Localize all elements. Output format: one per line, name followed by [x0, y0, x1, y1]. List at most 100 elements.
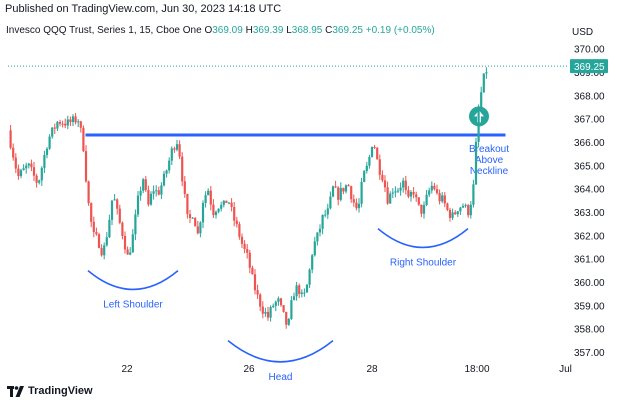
- time-tick-label: 28: [366, 364, 378, 375]
- price-tick-label: 367.00: [574, 115, 605, 126]
- candle-body: [69, 119, 72, 123]
- legend-row: Invesco QQQ Trust, Series 1, 15, Cboe On…: [6, 25, 435, 36]
- candle-body: [425, 194, 428, 205]
- candle-body: [71, 116, 75, 123]
- candle-body: [233, 206, 236, 221]
- candle-body: [402, 180, 405, 188]
- candle-body: [45, 148, 49, 156]
- legend-open-label: O: [204, 25, 212, 36]
- candle-body: [290, 300, 293, 319]
- candle-body: [482, 73, 485, 93]
- candle-body: [87, 181, 90, 204]
- candle-body: [17, 168, 20, 177]
- candle-body: [118, 208, 121, 223]
- candle-body: [131, 234, 134, 253]
- legend-instrument: Invesco QQQ Trust, Series 1, 15, Cboe On…: [6, 25, 204, 36]
- candle-body: [430, 185, 433, 191]
- candle-body: [217, 208, 220, 212]
- candle-body: [417, 197, 420, 205]
- candle-body: [79, 121, 82, 128]
- candle-body: [90, 203, 93, 222]
- candle-body: [331, 186, 335, 197]
- candle-body: [35, 175, 38, 183]
- time-tick-label: 18:00: [464, 364, 489, 375]
- candle-body: [261, 306, 264, 314]
- candle-body: [181, 156, 184, 182]
- candle-body: [56, 121, 59, 129]
- candle-body: [155, 190, 158, 192]
- candle-body: [300, 292, 303, 294]
- candle-body: [253, 274, 257, 291]
- candle-body: [279, 298, 283, 306]
- candle-body: [82, 127, 85, 152]
- price-tick-label: 368.00: [574, 91, 605, 102]
- candle-body: [186, 193, 189, 215]
- pattern-label: Right Shoulder: [390, 257, 457, 268]
- candle-body: [318, 228, 322, 233]
- legend-high: 369.39: [253, 25, 286, 36]
- candle-body: [162, 173, 166, 186]
- candle-body: [381, 174, 384, 181]
- candle-body: [152, 191, 155, 194]
- candle-body: [378, 159, 381, 175]
- candle-body: [22, 168, 25, 171]
- candle-body: [277, 298, 280, 302]
- candle-body: [469, 204, 472, 216]
- candle-body: [191, 217, 194, 219]
- candle-body: [324, 214, 327, 216]
- candle-body: [43, 155, 46, 168]
- candle-body: [316, 232, 319, 242]
- candle-body: [404, 180, 407, 191]
- candle-body: [368, 157, 371, 166]
- candle-body: [339, 187, 342, 200]
- candle-body: [53, 127, 56, 129]
- candle-body: [451, 212, 454, 218]
- candle-body: [412, 192, 415, 195]
- candle-body: [212, 204, 215, 216]
- time-tick-label: 22: [121, 364, 133, 375]
- last-price-tag: [570, 59, 608, 74]
- candle-body: [394, 191, 397, 193]
- candle-body: [113, 199, 116, 201]
- candle-body: [235, 220, 238, 225]
- price-tick-label: 370.00: [574, 45, 605, 56]
- candle-body: [472, 184, 475, 205]
- candle-body: [194, 217, 197, 227]
- candle-body: [438, 193, 441, 202]
- candle-body: [136, 195, 140, 215]
- candle-body: [441, 195, 444, 202]
- tradingview-logo[interactable]: TradingView: [7, 385, 93, 397]
- candle-body: [170, 148, 173, 161]
- candle-body: [251, 267, 254, 275]
- pattern-curve[interactable]: [227, 340, 334, 363]
- price-tick-label: 366.00: [574, 138, 605, 149]
- candle-body: [435, 189, 439, 194]
- candle-body: [248, 252, 251, 268]
- candle-body: [129, 252, 132, 255]
- candle-body: [175, 144, 179, 150]
- pattern-curve[interactable]: [377, 228, 469, 249]
- candle-body: [446, 203, 449, 210]
- candle-body: [165, 170, 168, 174]
- candle-body: [199, 222, 202, 234]
- pattern-curve[interactable]: [87, 270, 179, 291]
- candle-body: [103, 245, 106, 256]
- candle-body: [9, 130, 12, 148]
- candle-body: [370, 146, 374, 158]
- candle-body: [298, 285, 301, 294]
- candle-body: [123, 236, 127, 250]
- candle-body: [383, 180, 387, 188]
- candle-body: [285, 311, 288, 325]
- candle-body: [355, 202, 358, 209]
- price-tick-label: 358.00: [574, 325, 605, 336]
- candle-body: [160, 185, 163, 195]
- candle-body: [266, 311, 270, 318]
- candle-body: [428, 190, 431, 195]
- candle-body: [61, 123, 64, 125]
- candle-body: [303, 292, 306, 294]
- candle-body: [456, 211, 459, 215]
- candle-body: [337, 187, 340, 200]
- candle-body: [51, 127, 54, 137]
- currency-label: USD: [572, 27, 593, 38]
